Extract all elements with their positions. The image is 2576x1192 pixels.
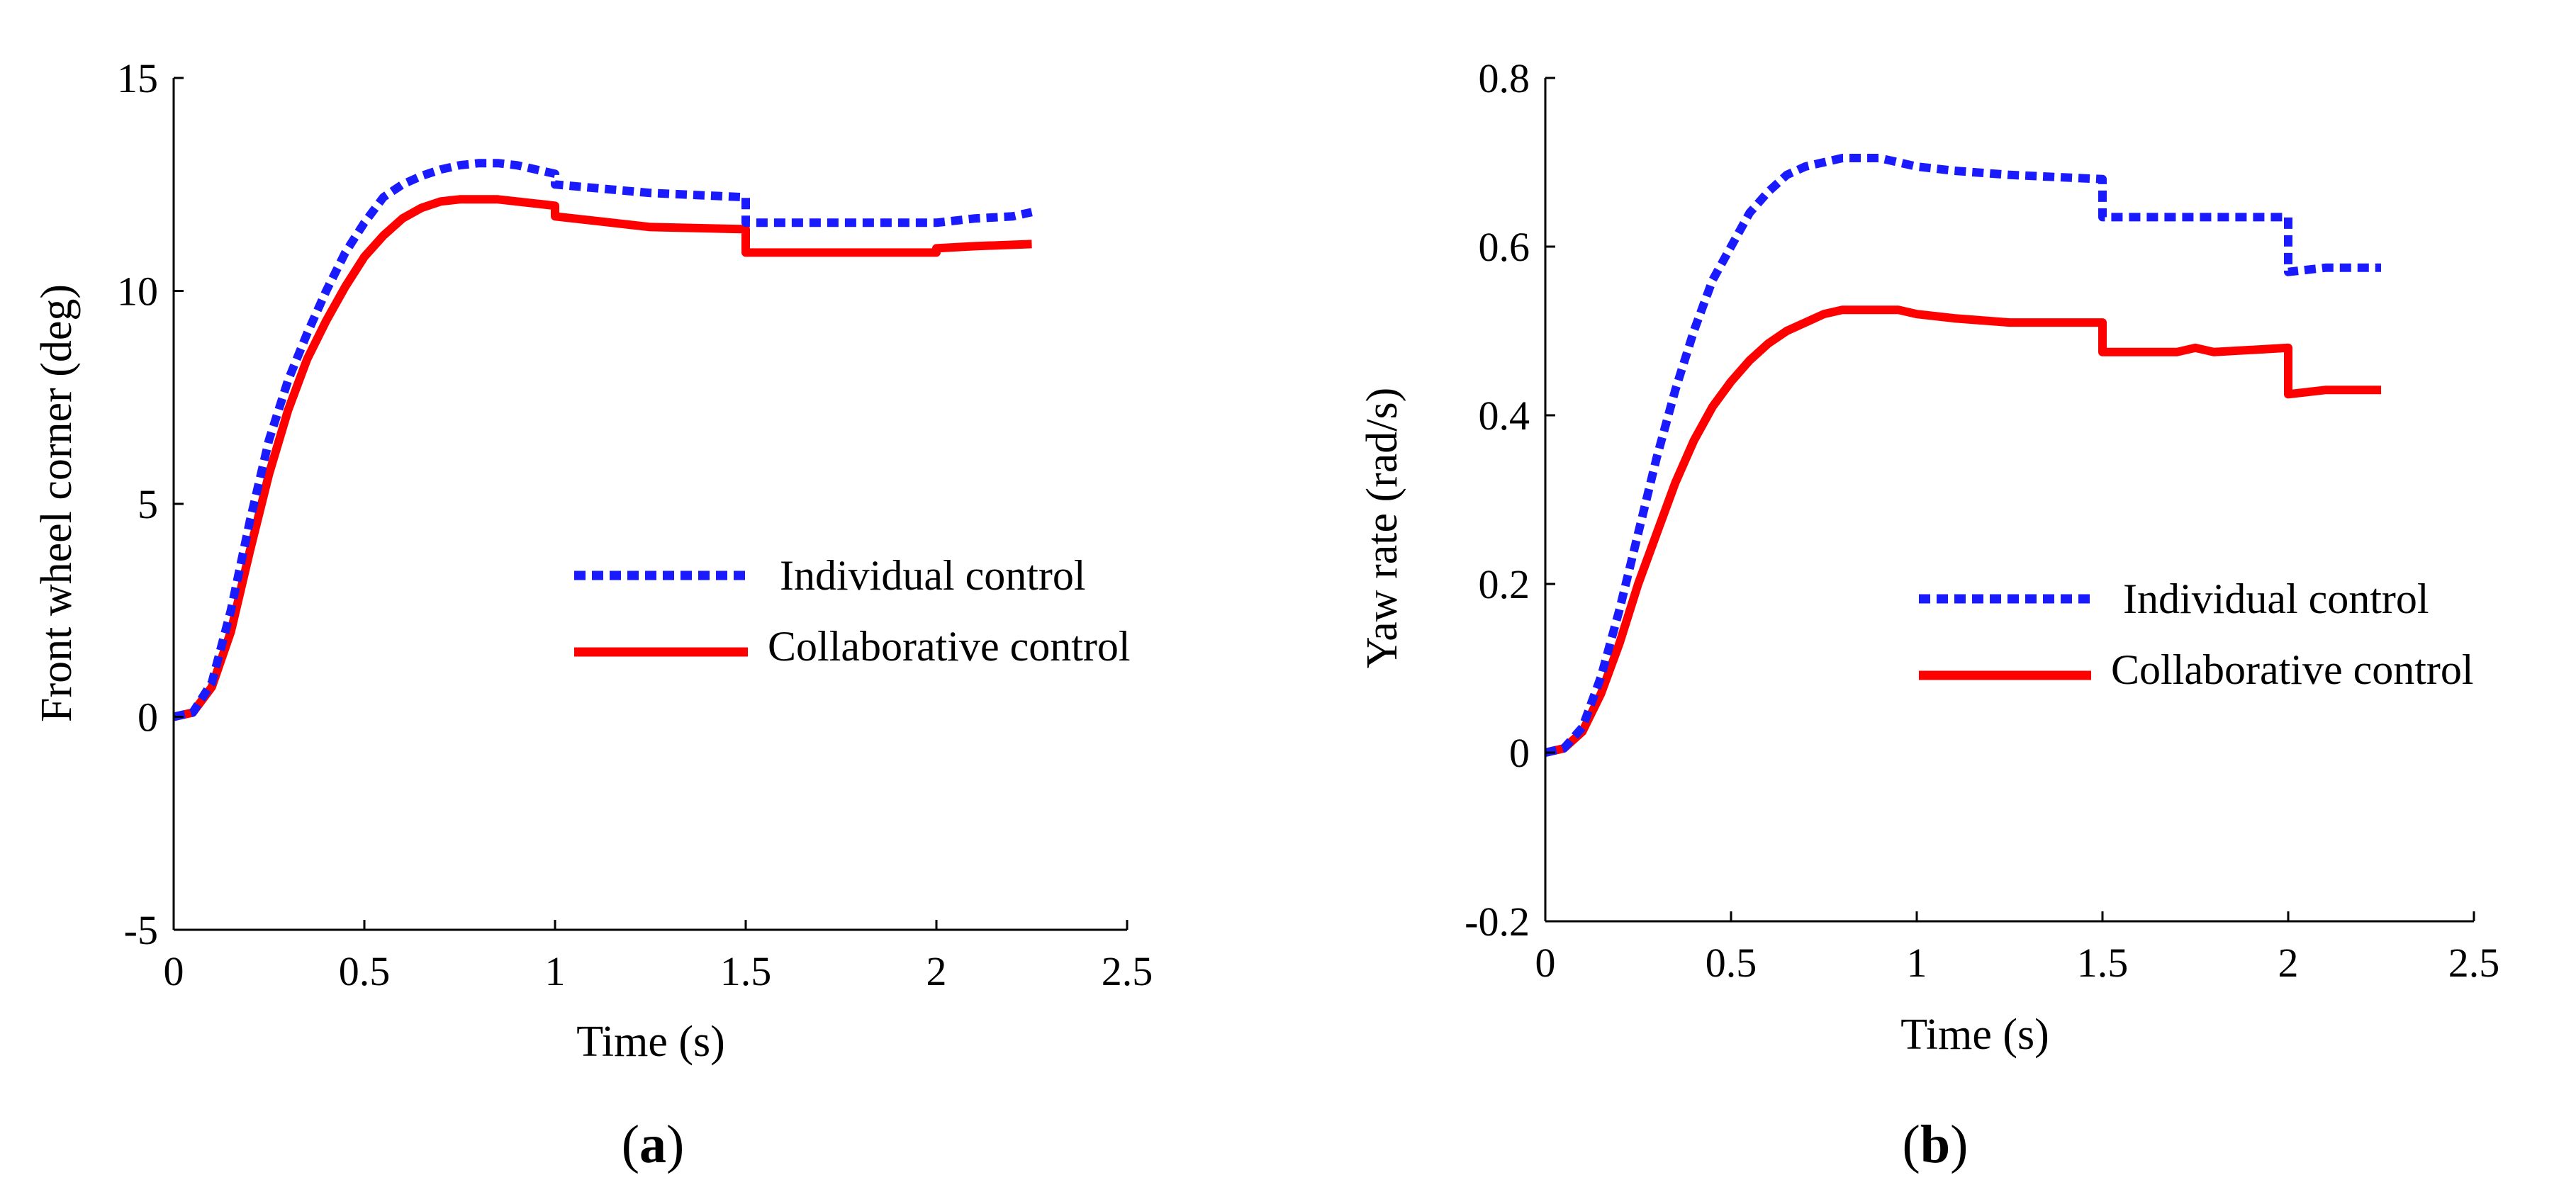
- y-tick-label-a-4: 15: [117, 55, 158, 101]
- x-axis-label-b: Time (s): [1900, 1011, 2049, 1059]
- x-tick-label-a-0: 0: [164, 948, 184, 994]
- panel-label-b: (b): [1903, 1115, 1969, 1174]
- x-tick-label-a-3: 1.5: [720, 948, 772, 994]
- x-tick-label-a-4: 2: [926, 948, 947, 994]
- x-tick-label-b-2: 1: [1907, 940, 1927, 986]
- x-tick-label-b-4: 2: [2278, 940, 2299, 986]
- y-tick-label-b-0: -0.2: [1465, 899, 1530, 945]
- legend-label-individual-a: Individual control: [780, 552, 1086, 599]
- chart-panel-a: Time (s) Front wheel corner (deg) Indivi…: [33, 55, 1153, 1174]
- y-axis-label-a: Front wheel corner (deg): [33, 284, 81, 722]
- series-line-collaborative-b: [1544, 305, 2381, 757]
- legend-label-collaborative-a: Collaborative control: [768, 623, 1131, 670]
- panel-label-a: (a): [622, 1115, 685, 1174]
- y-tick-label-b-1: 0: [1509, 730, 1530, 776]
- x-tick-label-b-3: 1.5: [2077, 940, 2129, 986]
- y-tick-label-b-4: 0.6: [1479, 224, 1530, 270]
- x-tick-label-b-0: 0: [1535, 940, 1556, 986]
- x-axis-label-a: Time (s): [576, 1018, 725, 1066]
- plot-area-b: [1544, 154, 2381, 757]
- series-line-individual-b: [1544, 154, 2381, 757]
- series-line-individual-a: [172, 159, 1033, 721]
- y-tick-label-b-2: 0.2: [1479, 561, 1530, 607]
- series-line-collaborative-a: [172, 195, 1032, 721]
- x-tick-label-a-2: 1: [545, 948, 566, 994]
- legend-label-collaborative-b: Collaborative control: [2111, 646, 2474, 693]
- x-tick-label-b-1: 0.5: [1706, 940, 1757, 986]
- legend-a: Individual control Collaborative control: [574, 552, 1131, 670]
- y-tick-label-a-1: 0: [138, 695, 158, 741]
- y-tick-label-b-5: 0.8: [1479, 55, 1530, 101]
- y-tick-label-b-3: 0.4: [1479, 393, 1530, 439]
- legend-label-individual-b: Individual control: [2123, 575, 2429, 622]
- plot-area-a: [172, 159, 1033, 721]
- y-tick-label-a-0: -5: [124, 907, 158, 953]
- x-tick-label-a-5: 2.5: [1102, 948, 1153, 994]
- chart-panel-b: Time (s) Yaw rate (rad/s) Individual con…: [1358, 55, 2499, 1174]
- x-tick-label-b-5: 2.5: [2448, 940, 2500, 986]
- panel-letter-b: b: [1920, 1115, 1950, 1174]
- panel-letter-a: a: [639, 1115, 666, 1174]
- y-tick-label-a-3: 10: [117, 269, 158, 315]
- y-tick-label-a-2: 5: [138, 481, 158, 527]
- legend-b: Individual control Collaborative control: [1919, 575, 2474, 693]
- y-axis-label-b: Yaw rate (rad/s): [1358, 388, 1406, 669]
- x-tick-label-a-1: 0.5: [339, 948, 391, 994]
